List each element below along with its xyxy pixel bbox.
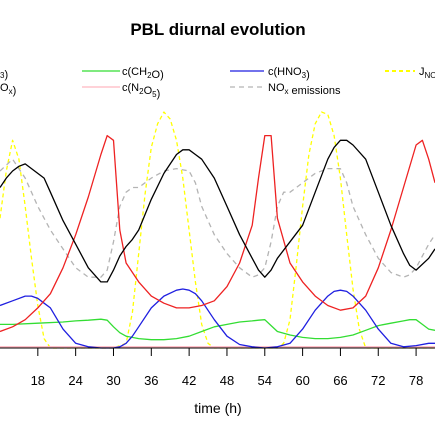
x-tick-label: 66 [333, 373, 347, 388]
legend-label: NOx emissions [268, 82, 341, 97]
series-line-c-red- [0, 134, 435, 333]
legend-label: c(HNO3) [268, 66, 310, 81]
x-tick-label: 72 [371, 373, 385, 388]
legend-label: Ox) [0, 82, 16, 97]
x-tick-label: 30 [106, 373, 120, 388]
x-tick-label: 36 [144, 373, 158, 388]
series-line-nox-emissions [0, 158, 435, 278]
series-line-c-hno3- [0, 288, 435, 349]
x-tick-label: 24 [68, 373, 82, 388]
x-tick-label: 60 [295, 373, 309, 388]
legend-label: JNO [419, 66, 435, 80]
x-tick-label: 54 [258, 373, 272, 388]
x-tick-label: 42 [182, 373, 196, 388]
series-group [0, 111, 435, 349]
x-tick-label: 78 [409, 373, 423, 388]
legend-label: c(CH2O) [122, 66, 164, 81]
x-tick-label: 18 [31, 373, 45, 388]
x-axis-label: time (h) [194, 400, 241, 416]
x-tick-label: 48 [220, 373, 234, 388]
series-line-c-ch2o- [0, 318, 435, 341]
chart-title: PBL diurnal evolution [130, 20, 305, 39]
legend: c(CH2O)c(N2O5) c(HNO3)NOx emissions JNO 3)O… [0, 66, 435, 100]
legend-label: 3) [0, 69, 8, 81]
series-line-jno2 [0, 111, 435, 349]
legend-label: c(N2O5) [122, 82, 160, 100]
series-line-c-black- [0, 139, 435, 283]
x-axis-ticks: 18 24 30 36 42 48 54 60 66 72 78 [31, 348, 423, 388]
